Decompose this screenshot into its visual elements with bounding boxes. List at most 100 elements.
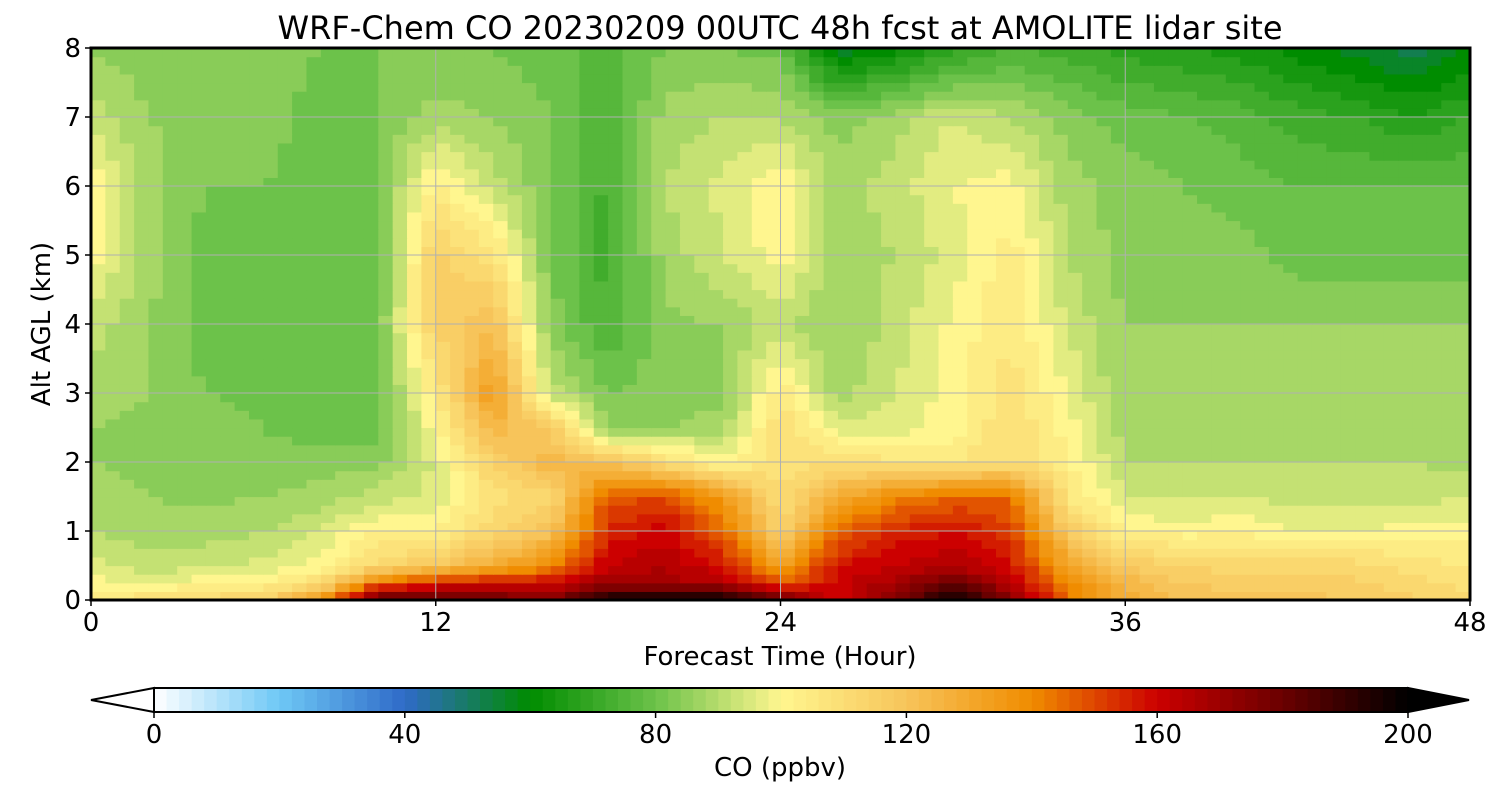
heatmap-cell <box>105 453 121 463</box>
heatmap-cell <box>1412 393 1428 403</box>
heatmap-cell <box>205 280 221 291</box>
heatmap-cell <box>435 367 451 377</box>
heatmap-cell <box>1153 211 1169 222</box>
heatmap-cell <box>335 298 351 308</box>
heatmap-cell <box>881 531 897 541</box>
heatmap-cell <box>809 436 825 446</box>
heatmap-cell <box>866 375 882 385</box>
heatmap-cell <box>550 393 566 403</box>
heatmap-cell <box>1168 556 1184 567</box>
heatmap-cell <box>952 194 968 204</box>
heatmap-cell <box>924 194 940 204</box>
heatmap-cell <box>708 513 724 523</box>
heatmap-cell <box>191 203 207 213</box>
heatmap-cell <box>335 522 351 532</box>
heatmap-cell <box>909 591 925 600</box>
heatmap-cell <box>1139 332 1155 342</box>
heatmap-cell <box>464 211 480 222</box>
heatmap-cell <box>407 401 422 411</box>
heatmap-cell <box>1455 539 1470 549</box>
heatmap-cell <box>708 194 724 204</box>
heatmap-cell <box>852 487 868 498</box>
heatmap-cell <box>636 444 652 454</box>
heatmap-cell <box>1355 436 1371 446</box>
heatmap-cell <box>1297 229 1313 239</box>
heatmap-cell <box>1225 582 1241 592</box>
heatmap-cell <box>665 393 681 403</box>
heatmap-cell <box>263 565 279 575</box>
heatmap-cell <box>881 168 897 178</box>
heatmap-cell <box>1125 487 1141 498</box>
heatmap-cell <box>536 367 552 377</box>
heatmap-cell <box>1168 410 1184 420</box>
heatmap-cell <box>1412 375 1428 385</box>
heatmap-cell <box>421 358 437 368</box>
heatmap-cell <box>622 418 638 429</box>
heatmap-cell <box>249 436 264 446</box>
heatmap-cell <box>1254 160 1270 170</box>
heatmap-cell <box>952 306 968 316</box>
heatmap-cell <box>1369 384 1385 394</box>
heatmap-cell <box>1010 151 1026 161</box>
heatmap-cell <box>995 496 1011 506</box>
heatmap-cell <box>119 298 135 308</box>
heatmap-cell <box>191 487 207 498</box>
heatmap-cell <box>1125 470 1141 480</box>
heatmap-cell <box>1082 591 1098 600</box>
heatmap-cell <box>981 177 997 187</box>
heatmap-cell <box>837 513 853 523</box>
heatmap-cell <box>1383 160 1399 170</box>
heatmap-cell <box>1297 496 1313 506</box>
heatmap-cell <box>550 280 566 291</box>
heatmap-cell <box>306 315 322 325</box>
heatmap-cell <box>320 470 336 480</box>
heatmap-cell <box>866 384 882 394</box>
heatmap-cell <box>1311 505 1327 515</box>
heatmap-cell <box>924 341 940 351</box>
heatmap-cell <box>1441 444 1457 454</box>
heatmap-cell <box>378 539 394 549</box>
heatmap-cell <box>148 272 164 282</box>
heatmap-cell <box>881 505 897 515</box>
heatmap-cell <box>1311 539 1327 549</box>
heatmap-cell <box>464 220 480 230</box>
heatmap-cell <box>363 574 379 584</box>
heatmap-cell <box>421 237 437 247</box>
heatmap-cell <box>1010 237 1026 247</box>
heatmap-cell <box>335 177 351 187</box>
heatmap-cell <box>363 229 379 239</box>
heatmap-cell <box>1369 367 1385 377</box>
heatmap-cells <box>91 48 1470 600</box>
heatmap-cell <box>306 470 322 480</box>
heatmap-cell <box>177 168 193 178</box>
heatmap-cell <box>105 591 121 600</box>
heatmap-cell <box>162 479 178 489</box>
heatmap-cell <box>751 255 767 265</box>
heatmap-cell <box>1039 548 1055 558</box>
heatmap-cell <box>1082 487 1098 498</box>
heatmap-cell <box>737 203 753 213</box>
heatmap-cell <box>119 349 135 360</box>
heatmap-cell <box>723 418 738 429</box>
heatmap-cell <box>1182 367 1198 377</box>
heatmap-cell <box>1311 470 1327 480</box>
heatmap-cell <box>565 384 580 394</box>
heatmap-cell <box>1182 479 1198 489</box>
heatmap-cell <box>263 298 279 308</box>
heatmap-cell <box>1383 384 1399 394</box>
heatmap-cell <box>320 418 336 429</box>
heatmap-cell <box>435 177 451 187</box>
heatmap-cell <box>794 168 810 178</box>
heatmap-cell <box>751 237 767 247</box>
heatmap-cell <box>220 436 236 446</box>
heatmap-cell <box>1039 324 1055 334</box>
heatmap-cell <box>1441 177 1457 187</box>
heatmap-cell <box>1182 453 1198 463</box>
heatmap-cell <box>593 315 609 325</box>
heatmap-cell <box>967 556 983 567</box>
heatmap-cell <box>852 479 868 489</box>
heatmap-cell <box>392 349 408 360</box>
heatmap-cell <box>1441 246 1457 256</box>
heatmap-cell <box>780 298 796 308</box>
heatmap-cell <box>794 151 810 161</box>
